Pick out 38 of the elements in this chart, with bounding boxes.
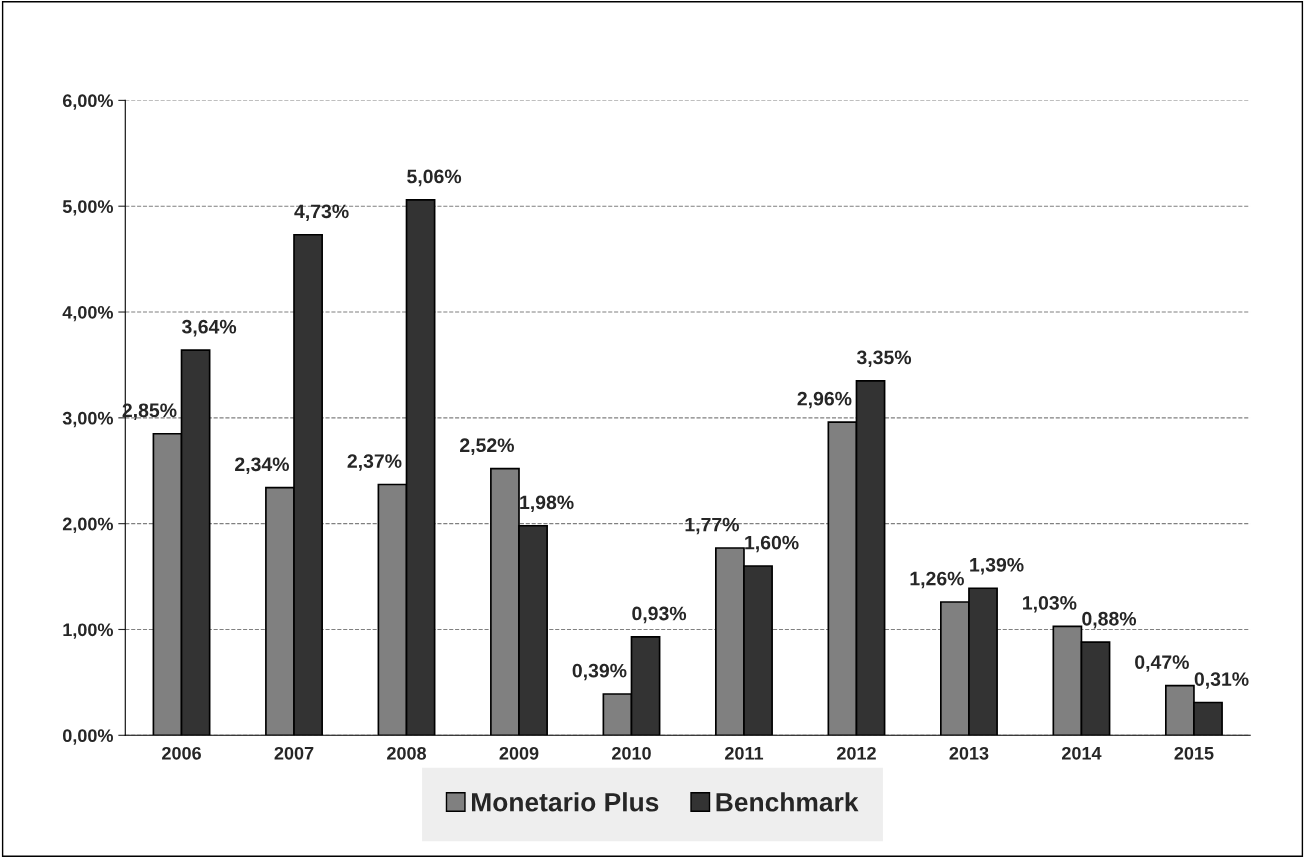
x-tick-label: 2014 (1062, 746, 1102, 760)
x-tick-label: 2012 (837, 746, 876, 760)
data-label: 2,34% (235, 457, 290, 474)
x-tick-label: 2010 (612, 746, 651, 760)
y-tick-label: 5,00% (62, 200, 113, 216)
data-label: 2,37% (347, 454, 402, 471)
x-tick-label: 2006 (162, 746, 201, 760)
data-label: 0,31% (1194, 672, 1249, 689)
data-label: 1,39% (970, 557, 1024, 575)
data-label: 3,64% (181, 319, 237, 337)
data-label: 0,47% (1135, 655, 1189, 672)
data-label: 2,52% (460, 438, 514, 455)
y-tick-label: 0,00% (63, 729, 113, 745)
x-tick-label: 2008 (387, 746, 427, 760)
y-tick-label: 3,00% (62, 411, 113, 428)
data-label: 4,73% (294, 204, 349, 222)
data-label: 0,88% (1082, 611, 1137, 629)
data-label: 3,35% (856, 350, 912, 368)
y-tick-label: 4,00% (62, 305, 113, 322)
x-tick-label: 2013 (949, 746, 989, 760)
data-label: 1,77% (685, 517, 739, 535)
x-tick-label: 2011 (725, 746, 764, 760)
data-label: 1,26% (910, 571, 964, 589)
x-tick-label: 2015 (1174, 746, 1214, 760)
x-tick-label: 2007 (274, 746, 314, 760)
y-tick-label: 6,00% (62, 94, 113, 110)
legend-label: Benchmark (716, 792, 859, 812)
data-label: 5,06% (407, 169, 462, 187)
data-label: 0,39% (572, 663, 627, 681)
data-label: 2,96% (797, 391, 852, 409)
data-label: 0,93% (632, 606, 687, 624)
y-tick-label: 2,00% (62, 517, 113, 533)
data-label: 1,98% (520, 495, 574, 513)
legend-label: Monetario Plus (472, 792, 659, 812)
data-label: 1,03% (1023, 596, 1077, 613)
x-tick-label: 2009 (499, 746, 539, 760)
y-tick-label: 1,00% (63, 623, 113, 639)
data-label: 1,60% (745, 535, 799, 553)
